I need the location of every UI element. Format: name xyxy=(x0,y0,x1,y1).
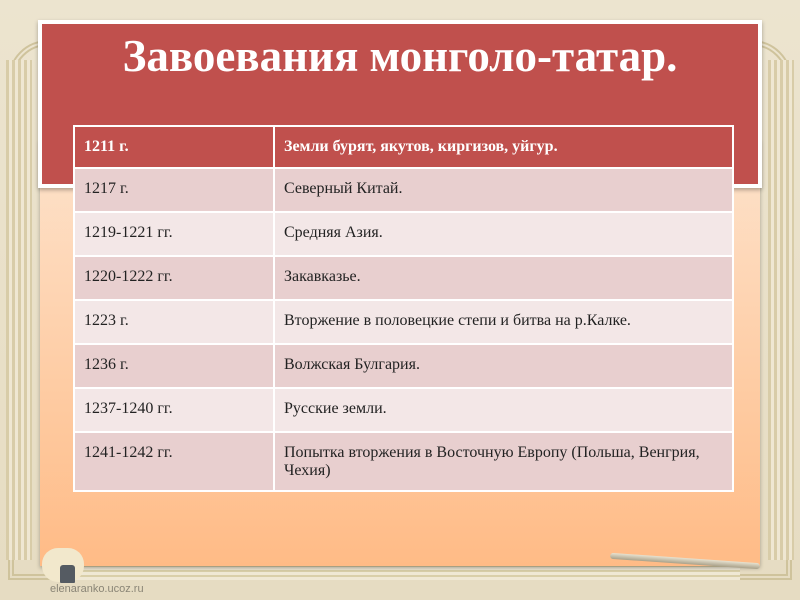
table-row: 1237-1240 гг. Русские земли. xyxy=(73,387,734,433)
table-row: 1223 г. Вторжение в половецкие степи и б… xyxy=(73,299,734,345)
table-row: 1220-1222 гг. Закавказье. xyxy=(73,255,734,301)
year-cell: 1241-1242 гг. xyxy=(73,431,275,492)
right-column-ornament xyxy=(768,60,794,560)
year-cell: 1223 г. xyxy=(73,299,275,345)
table-row: 1241-1242 гг. Попытка вторжения в Восточ… xyxy=(73,431,734,492)
year-cell: 1219-1221 гг. xyxy=(73,211,275,257)
watermark: elenaranko.ucoz.ru xyxy=(50,583,144,595)
table-row: 1217 г. Северный Китай. xyxy=(73,167,734,213)
table-row: 1219-1221 гг. Средняя Азия. xyxy=(73,211,734,257)
slide-title: Завоевания монголо-татар. xyxy=(122,31,678,81)
event-cell: Земли бурят, якутов, киргизов, уйгур. xyxy=(273,125,734,169)
year-cell: 1217 г. xyxy=(73,167,275,213)
year-cell: 1236 г. xyxy=(73,343,275,389)
table-header-row: 1211 г. Земли бурят, якутов, киргизов, у… xyxy=(73,125,734,169)
year-cell: 1220-1222 гг. xyxy=(73,255,275,301)
event-cell: Русские земли. xyxy=(273,387,734,433)
event-cell: Закавказье. xyxy=(273,255,734,301)
left-column-ornament xyxy=(6,60,32,560)
inkwell-icon xyxy=(60,565,75,583)
event-cell: Волжская Булгария. xyxy=(273,343,734,389)
event-cell: Попытка вторжения в Восточную Европу (По… xyxy=(273,431,734,492)
event-cell: Вторжение в половецкие степи и битва на … xyxy=(273,299,734,345)
event-cell: Средняя Азия. xyxy=(273,211,734,257)
table-row: 1236 г. Волжская Булгария. xyxy=(73,343,734,389)
event-cell: Северный Китай. xyxy=(273,167,734,213)
year-cell: 1237-1240 гг. xyxy=(73,387,275,433)
year-cell: 1211 г. xyxy=(73,125,275,169)
conquests-table: 1211 г. Земли бурят, якутов, киргизов, у… xyxy=(73,125,734,492)
